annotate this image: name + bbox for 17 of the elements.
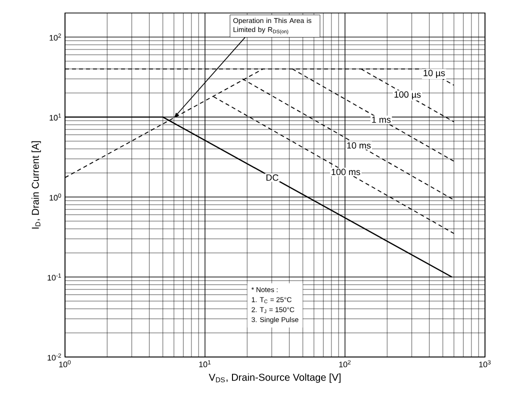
series-label: 100 µs <box>394 91 421 100</box>
x-tick-label: 10$^{0}$ <box>59 360 71 368</box>
series-label: 10 µs <box>424 70 445 78</box>
y-tick-label: 10$^{0}$ <box>50 193 62 201</box>
y-tick-label: 10$^{1}$ <box>50 114 62 121</box>
series-label: 100 ms <box>332 168 360 176</box>
series-label: 10 ms <box>347 142 371 149</box>
x-axis-title: V$_{DS}$, Drain-Source Voltage [V] <box>208 373 341 383</box>
y-tick-label: 10$^{-2}$ <box>48 353 62 361</box>
y-tick-label: 10$^{2}$ <box>50 34 62 41</box>
y-axis-title: I$_{D}$, Drain Current [A] <box>32 141 41 229</box>
x-tick-label: 10$^{2}$ <box>339 360 351 368</box>
series-label: 1 ms <box>372 116 391 123</box>
x-tick-label: 10$^{1}$ <box>199 360 211 368</box>
y-tick-label: 10$^{-1}$ <box>48 274 62 281</box>
x-tick-label: 10$^{3}$ <box>479 360 491 368</box>
series-label: DC <box>266 174 278 181</box>
